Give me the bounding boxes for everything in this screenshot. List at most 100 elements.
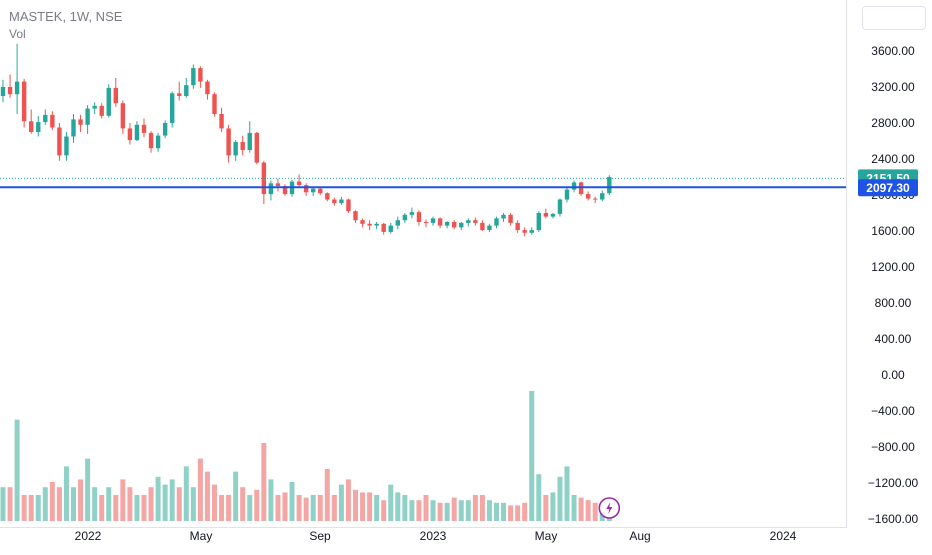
volume-bar xyxy=(85,458,91,521)
candle-body xyxy=(170,93,175,123)
volume-bar xyxy=(134,495,140,521)
candle-body xyxy=(607,177,612,194)
volume-bar xyxy=(296,495,302,521)
candle-body xyxy=(254,132,259,163)
volume-bar xyxy=(99,495,105,521)
candle-body xyxy=(92,105,97,109)
volume-bar xyxy=(71,487,76,521)
candle-body xyxy=(296,181,302,186)
volume-bar xyxy=(472,495,478,521)
candle-body xyxy=(0,87,6,96)
candle-body xyxy=(240,141,245,150)
candle-body xyxy=(162,123,168,136)
volume-bar xyxy=(204,471,210,521)
candle-body xyxy=(585,194,591,199)
candle-body xyxy=(7,87,13,95)
volume-bar xyxy=(92,487,98,521)
volume-bar xyxy=(275,495,281,521)
candle-body xyxy=(43,114,48,123)
volume-bar xyxy=(226,495,232,521)
price-tick-label: −400.00 xyxy=(871,404,915,418)
volume-bar xyxy=(176,487,182,521)
price-tick-label: 800.00 xyxy=(875,296,912,310)
volume-bar xyxy=(240,487,246,521)
volume-bar xyxy=(127,487,133,521)
time-tick-label: 2023 xyxy=(420,529,447,543)
price-tick-label: 2400.00 xyxy=(871,152,915,166)
candle-body xyxy=(480,222,485,231)
volume-bar xyxy=(360,492,366,521)
volume-bar xyxy=(169,479,175,521)
volume-bar xyxy=(395,492,401,521)
price-tick-label: 1200.00 xyxy=(871,260,915,274)
candle-body xyxy=(360,220,365,224)
legend-volume: Vol xyxy=(9,27,26,41)
volume-bar xyxy=(374,495,380,521)
volume-bar xyxy=(35,495,41,521)
candle-body xyxy=(318,188,323,194)
candle-body xyxy=(529,230,534,233)
volume-bar xyxy=(353,489,358,521)
volume-bar xyxy=(402,495,408,521)
volume-bar xyxy=(508,505,514,521)
volume-bar xyxy=(190,487,196,521)
price-tick-label: 0.00 xyxy=(881,368,905,382)
volume-bar xyxy=(310,495,316,521)
volume-bar xyxy=(28,495,34,521)
time-tick-label: Aug xyxy=(629,529,650,543)
volume-bar xyxy=(381,500,387,521)
volume-bar xyxy=(21,495,27,521)
chart-settings-button[interactable] xyxy=(862,6,926,30)
candle-body xyxy=(571,182,577,190)
volume-bar xyxy=(409,500,415,521)
candle-body xyxy=(212,94,217,114)
volume-bar xyxy=(289,482,295,521)
price-tick-label: 3600.00 xyxy=(871,44,915,58)
volume-bar xyxy=(465,500,471,521)
volume-bar xyxy=(148,487,154,521)
volume-bar xyxy=(282,492,288,521)
volume-bar xyxy=(543,495,549,521)
candle-body xyxy=(367,223,372,226)
volume-bar xyxy=(486,500,492,521)
candle-body xyxy=(78,119,83,125)
candle-body xyxy=(395,220,400,226)
candle-body xyxy=(141,124,147,133)
candle-body xyxy=(191,68,196,86)
candle-body xyxy=(127,128,133,141)
volume-bar xyxy=(49,482,55,521)
volume-bar xyxy=(522,502,528,521)
volume-bar xyxy=(183,466,189,521)
candle-body xyxy=(430,218,436,223)
candle-body xyxy=(388,225,393,232)
volume-bar xyxy=(42,487,48,521)
candle-body xyxy=(311,188,316,193)
candle-body xyxy=(353,211,358,221)
candle-body xyxy=(423,222,429,223)
volume-bar xyxy=(261,443,267,521)
volume-bar xyxy=(416,500,422,521)
candle-body xyxy=(452,222,457,228)
level-price-badge xyxy=(858,179,918,197)
candle-body xyxy=(106,87,111,116)
price-tick-label: −1200.00 xyxy=(868,476,919,490)
candle-body xyxy=(550,213,556,217)
volume-bar xyxy=(141,495,147,521)
candle-body xyxy=(177,93,182,96)
candle-body xyxy=(459,222,464,228)
candle-body xyxy=(564,189,570,200)
volume-bar xyxy=(479,495,485,521)
volume-bar xyxy=(494,502,499,521)
candle-body xyxy=(557,199,563,214)
candle-body xyxy=(536,213,541,231)
candle-body xyxy=(522,230,527,233)
candle-body xyxy=(148,132,154,149)
candle-body xyxy=(409,212,415,215)
candle-body xyxy=(36,122,41,132)
volume-bar xyxy=(536,474,542,521)
lightning-glyph xyxy=(606,502,613,514)
volume-bar xyxy=(219,495,225,521)
volume-bar xyxy=(578,497,584,521)
